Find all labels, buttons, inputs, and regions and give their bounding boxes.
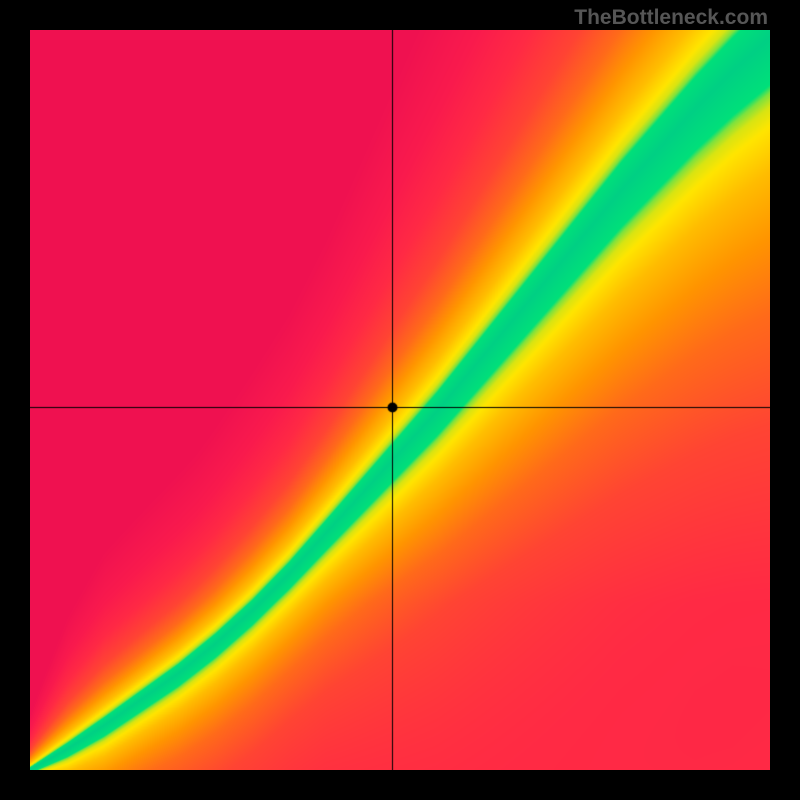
bottleneck-heatmap [30,30,770,770]
watermark-text: TheBottleneck.com [574,6,768,30]
heatmap-canvas [30,30,770,770]
